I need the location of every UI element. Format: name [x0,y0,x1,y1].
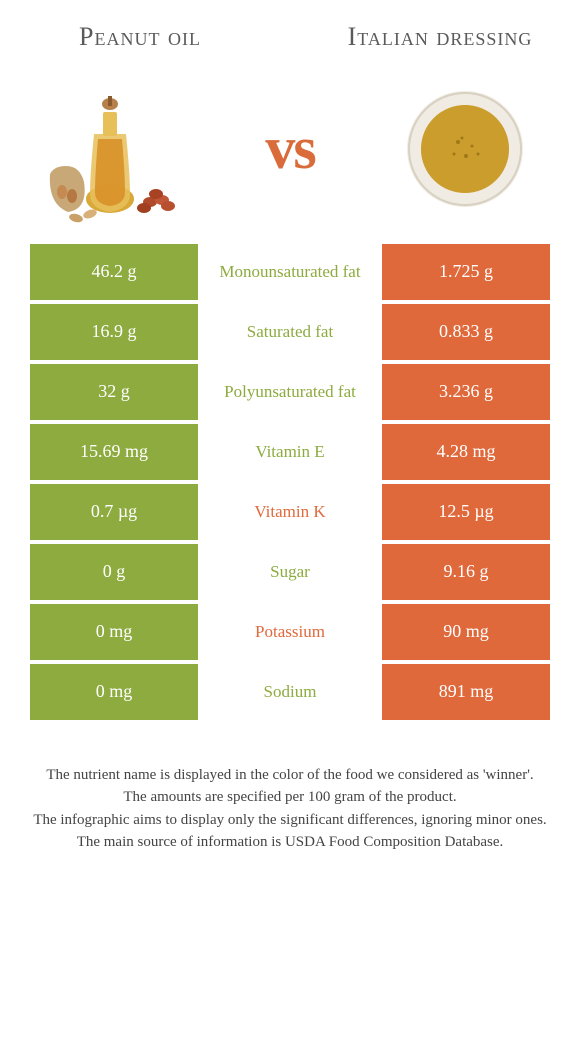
right-value: 0.833 g [382,304,550,360]
right-value: 12.5 µg [382,484,550,540]
peanut-oil-image [40,74,190,224]
table-row: 0.7 µgVitamin K12.5 µg [30,484,550,540]
table-row: 32 gPolyunsaturated fat3.236 g [30,364,550,420]
left-value: 0.7 µg [30,484,198,540]
table-row: 0 mgSodium891 mg [30,664,550,720]
nutrient-label: Monounsaturated fat [198,244,382,300]
disclaimer-line: The amounts are specified per 100 gram o… [20,786,560,809]
table-row: 16.9 gSaturated fat0.833 g [30,304,550,360]
right-value: 90 mg [382,604,550,660]
left-value: 0 g [30,544,198,600]
disclaimer-line: The main source of information is USDA F… [20,831,560,854]
right-value: 891 mg [382,664,550,720]
table-row: 0 gSugar9.16 g [30,544,550,600]
left-value: 16.9 g [30,304,198,360]
table-row: 15.69 mgVitamin E4.28 mg [30,424,550,480]
left-value: 0 mg [30,604,198,660]
nutrient-label: Vitamin K [198,484,382,540]
nutrient-label: Potassium [198,604,382,660]
disclaimer-line: The infographic aims to display only the… [20,809,560,832]
header: Peanut oil Italian dressing [0,0,580,64]
italian-dressing-image [390,74,540,224]
comparison-table: 46.2 gMonounsaturated fat1.725 g16.9 gSa… [0,244,580,720]
disclaimer-block: The nutrient name is displayed in the co… [0,724,580,874]
right-value: 9.16 g [382,544,550,600]
vs-label: vs [265,114,314,183]
nutrient-label: Saturated fat [198,304,382,360]
nutrient-label: Vitamin E [198,424,382,480]
nutrient-label: Sodium [198,664,382,720]
nutrient-label: Polyunsaturated fat [198,364,382,420]
left-value: 32 g [30,364,198,420]
right-value: 4.28 mg [382,424,550,480]
right-food-title: Italian dressing [340,20,540,54]
right-value: 1.725 g [382,244,550,300]
left-food-title: Peanut oil [40,20,240,54]
left-value: 46.2 g [30,244,198,300]
hero-row: vs [0,64,580,244]
disclaimer-line: The nutrient name is displayed in the co… [20,764,560,787]
nutrient-label: Sugar [198,544,382,600]
table-row: 46.2 gMonounsaturated fat1.725 g [30,244,550,300]
left-value: 0 mg [30,664,198,720]
right-value: 3.236 g [382,364,550,420]
table-row: 0 mgPotassium90 mg [30,604,550,660]
left-value: 15.69 mg [30,424,198,480]
